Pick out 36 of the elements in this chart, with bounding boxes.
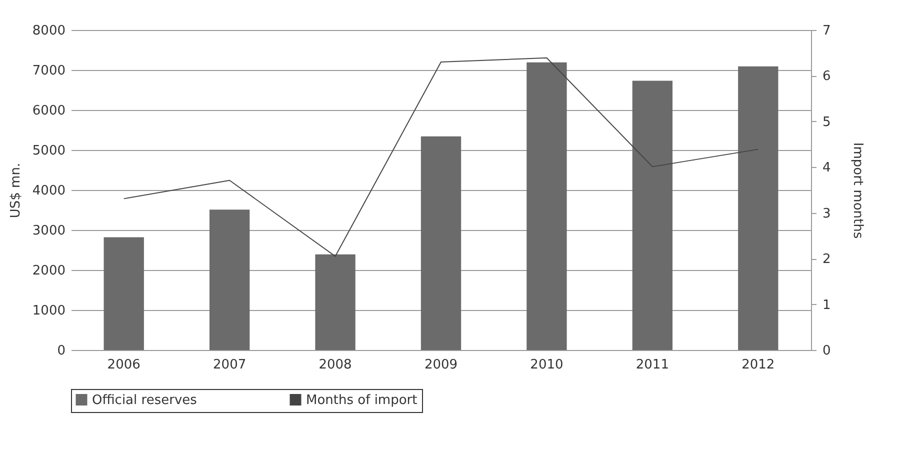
x-tick-label: 2008 xyxy=(318,358,352,372)
bar xyxy=(209,210,250,350)
x-tick-label: 2012 xyxy=(742,358,775,372)
y2-tick-label: 7 xyxy=(822,24,831,38)
y2-tick-label: 6 xyxy=(822,69,831,84)
y-axis-title: US$ mn. xyxy=(8,162,24,218)
y2-tick-label: 4 xyxy=(822,160,831,176)
y2-axis-title: Import months xyxy=(850,142,865,239)
y-tick-label: 6000 xyxy=(32,104,66,118)
bar xyxy=(632,80,673,350)
bar xyxy=(420,136,462,350)
bar xyxy=(526,62,567,350)
bar xyxy=(104,237,144,350)
y-tick-label: 4000 xyxy=(32,184,66,198)
y-tick-label: 2000 xyxy=(32,264,66,278)
y2-tick-label: 2 xyxy=(822,252,831,268)
bar xyxy=(738,66,778,350)
bar xyxy=(315,254,356,350)
y2-tick-label: 3 xyxy=(822,206,831,222)
y2-tick-label: 0 xyxy=(822,344,831,358)
line-series xyxy=(123,57,759,257)
x-tick-label: 2007 xyxy=(213,358,246,372)
x-tick-label: 2011 xyxy=(636,358,669,372)
y-tick-label: 7000 xyxy=(32,64,66,78)
y-tick-label: 1000 xyxy=(32,304,66,318)
x-tick-label: 2009 xyxy=(424,358,458,372)
legend-label: Months of import xyxy=(306,392,418,408)
y-tick-label: 3000 xyxy=(32,224,66,238)
y2-tick-label: 5 xyxy=(822,114,831,130)
y-tick-label: 0 xyxy=(57,344,66,358)
y-tick-label: 8000 xyxy=(32,24,66,38)
x-tick-label: 2010 xyxy=(530,358,564,372)
x-tick-label: 2006 xyxy=(107,358,140,372)
y2-tick-label: 1 xyxy=(822,298,831,313)
legend-label: Official reserves xyxy=(92,392,198,408)
y-tick-label: 5000 xyxy=(32,144,66,158)
